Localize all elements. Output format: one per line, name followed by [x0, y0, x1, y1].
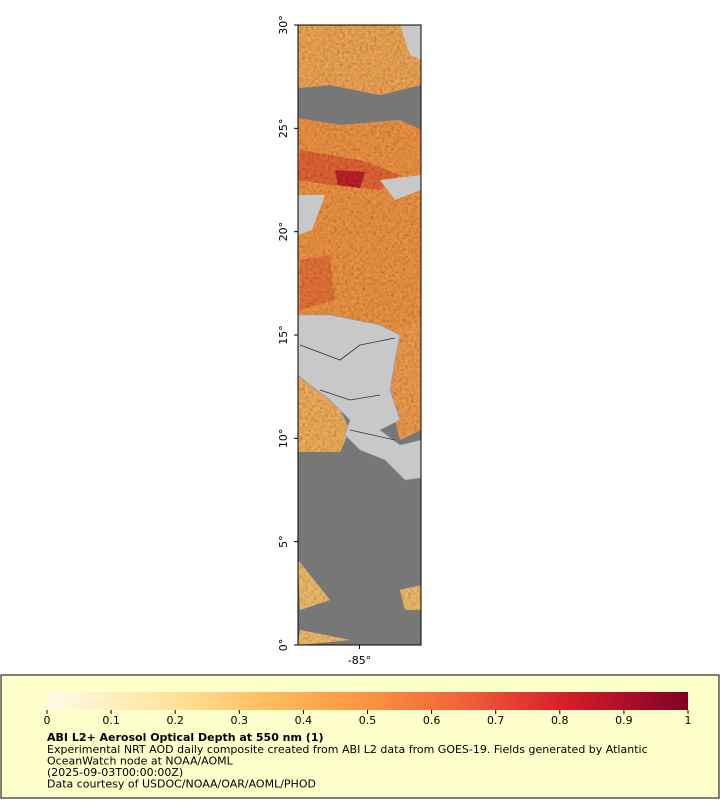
lat-tick-label: 15° [277, 325, 290, 345]
lon-tick-label: -85° [348, 654, 371, 667]
colorbar-tick-label: 0.3 [231, 714, 249, 727]
colorbar-tick-label: 0.1 [102, 714, 120, 727]
colorbar-tick-label: 0.2 [166, 714, 184, 727]
colorbar-tick-label: 0.4 [295, 714, 313, 727]
lat-tick-label: 30° [277, 15, 290, 35]
aod-field [298, 25, 421, 645]
colorbar [47, 692, 688, 710]
lat-tick-label: 10° [277, 429, 290, 449]
land [298, 195, 325, 235]
legend-title: ABI L2+ Aerosol Optical Depth at 550 nm … [47, 731, 324, 744]
lat-tick-label: 5° [277, 535, 290, 548]
legend-text: Experimental NRT AOD daily composite cre… [47, 743, 648, 756]
lat-tick-label: 20° [277, 222, 290, 242]
colorbar-tick-label: 0.9 [615, 714, 633, 727]
legend-text: (2025-09-03T00:00:00Z) [47, 766, 183, 779]
colorbar-tick-label: 0.5 [359, 714, 377, 727]
colorbar-tick-label: 0 [44, 714, 51, 727]
colorbar-tick-label: 0.8 [551, 714, 569, 727]
land [400, 25, 421, 60]
legend-text: Data courtesy of USDOC/NOAA/OAR/AOML/PHO… [47, 778, 316, 791]
map-raster [298, 25, 421, 645]
borders [299, 337, 396, 441]
legend-text: OceanWatch node at NOAA/AOML [47, 755, 234, 768]
lat-tick-label: 25° [277, 119, 290, 139]
lat-tick-label: 0° [277, 639, 290, 652]
colorbar-tick-label: 0.6 [423, 714, 441, 727]
colorbar-tick-label: 0.7 [487, 714, 505, 727]
colorbar-tick-label: 1 [685, 714, 692, 727]
land [380, 175, 421, 200]
